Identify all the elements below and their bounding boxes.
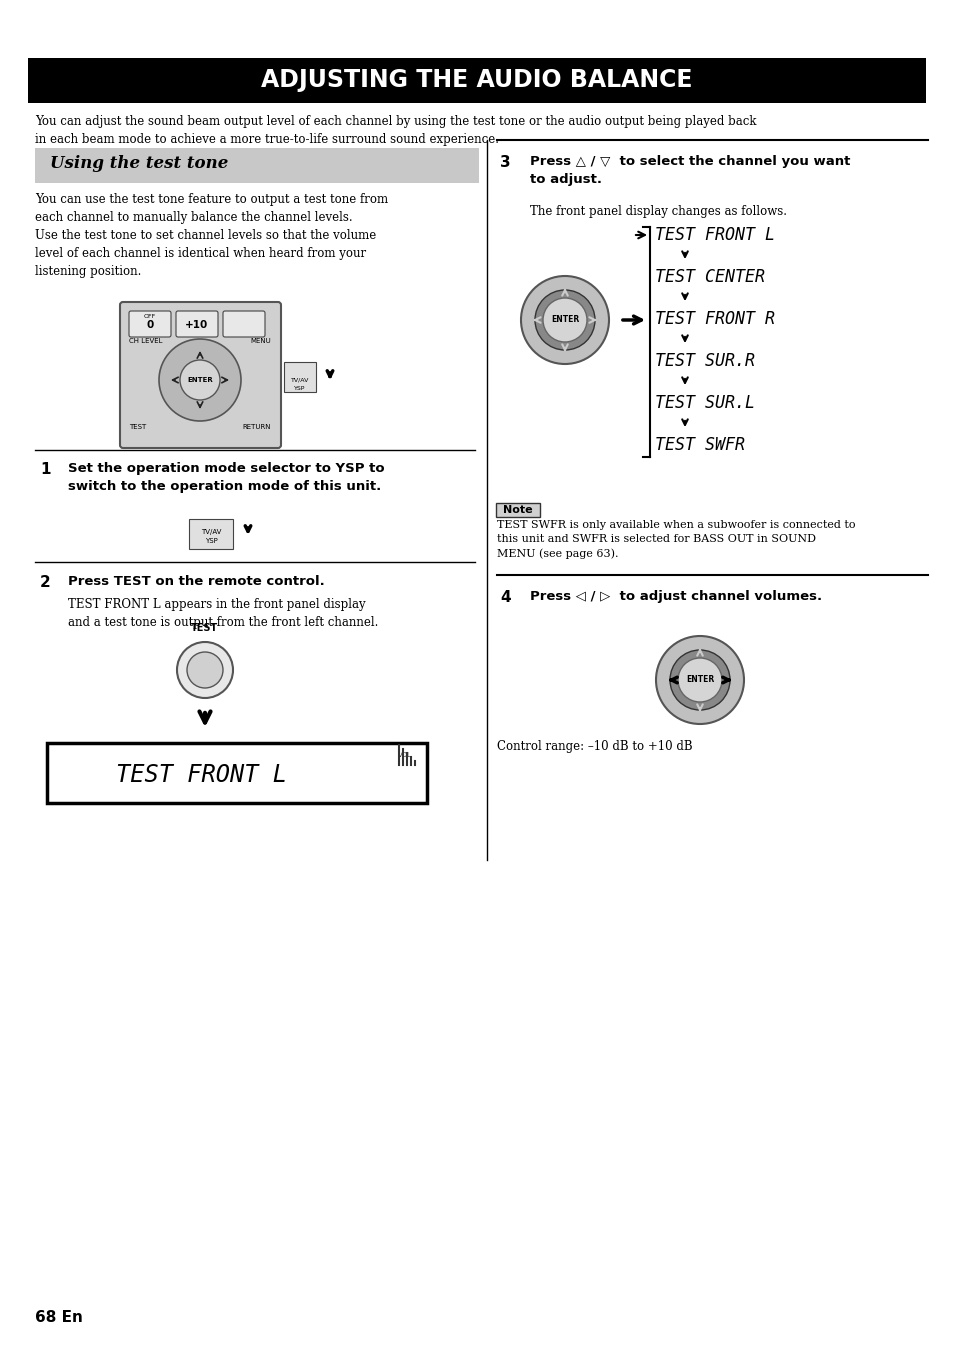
Bar <box>47 743 427 803</box>
Text: Press △ / ▽  to select the channel you want
to adjust.: Press △ / ▽ to select the channel you wa… <box>530 155 849 186</box>
Bar <box>35 148 478 183</box>
Text: TEST: TEST <box>129 425 146 430</box>
Ellipse shape <box>520 276 608 364</box>
Text: YSP: YSP <box>294 386 305 391</box>
Text: You can adjust the sound beam output level of each channel by using the test ton: You can adjust the sound beam output lev… <box>35 115 756 146</box>
Text: ENTER: ENTER <box>685 675 714 685</box>
Text: RETURN: RETURN <box>242 425 271 430</box>
Text: CH LEVEL: CH LEVEL <box>129 338 162 344</box>
Text: YSP: YSP <box>204 538 217 545</box>
Text: 0: 0 <box>146 319 153 330</box>
Circle shape <box>180 360 220 400</box>
Text: TEST SWFR: TEST SWFR <box>655 435 744 454</box>
Circle shape <box>187 652 223 687</box>
FancyBboxPatch shape <box>120 302 281 448</box>
Text: You can use the test tone feature to output a test tone from
each channel to man: You can use the test tone feature to out… <box>35 193 388 278</box>
Ellipse shape <box>669 650 729 710</box>
Bar <box>28 58 925 102</box>
FancyBboxPatch shape <box>175 311 218 337</box>
Text: TEST SUR.R: TEST SUR.R <box>655 352 754 369</box>
Text: TV/AV: TV/AV <box>200 528 221 535</box>
FancyBboxPatch shape <box>189 519 233 549</box>
Text: ENTER: ENTER <box>550 315 578 325</box>
Text: Using the test tone: Using the test tone <box>50 155 228 173</box>
Text: Set the operation mode selector to YSP to
switch to the operation mode of this u: Set the operation mode selector to YSP t… <box>68 462 384 493</box>
Circle shape <box>542 298 586 342</box>
Circle shape <box>678 658 721 702</box>
Text: TV/AV: TV/AV <box>291 377 309 383</box>
Text: +10: +10 <box>185 319 209 330</box>
Text: 4: 4 <box>499 590 510 605</box>
Text: OFF: OFF <box>144 314 156 318</box>
Text: TEST FRONT L: TEST FRONT L <box>116 763 287 787</box>
Text: TEST SWFR is only available when a subwoofer is connected to
this unit and SWFR : TEST SWFR is only available when a subwo… <box>497 520 855 559</box>
Text: TEST CENTER: TEST CENTER <box>655 268 764 286</box>
Text: TEST FRONT L: TEST FRONT L <box>655 226 774 244</box>
Ellipse shape <box>159 338 241 421</box>
Text: Press TEST on the remote control.: Press TEST on the remote control. <box>68 576 324 588</box>
Text: Press ◁ / ▷  to adjust channel volumes.: Press ◁ / ▷ to adjust channel volumes. <box>530 590 821 603</box>
Text: TEST: TEST <box>192 623 218 634</box>
FancyBboxPatch shape <box>129 311 171 337</box>
Text: TEST SUR.L: TEST SUR.L <box>655 394 754 412</box>
Text: Note: Note <box>502 506 533 515</box>
Text: 1: 1 <box>40 462 51 477</box>
Text: ADJUSTING THE AUDIO BALANCE: ADJUSTING THE AUDIO BALANCE <box>261 67 692 92</box>
Text: ENTER: ENTER <box>187 377 213 383</box>
Text: 3: 3 <box>499 155 510 170</box>
Text: MENU: MENU <box>250 338 271 344</box>
Text: 68 En: 68 En <box>35 1310 83 1325</box>
FancyBboxPatch shape <box>284 363 315 392</box>
Ellipse shape <box>656 636 743 724</box>
Circle shape <box>177 642 233 698</box>
Text: Control range: –10 dB to +10 dB: Control range: –10 dB to +10 dB <box>497 740 692 754</box>
Text: TEST FRONT R: TEST FRONT R <box>655 310 774 328</box>
Text: 2: 2 <box>40 576 51 590</box>
FancyBboxPatch shape <box>223 311 265 337</box>
FancyBboxPatch shape <box>496 503 539 518</box>
Text: VOL: VOL <box>397 752 412 758</box>
Text: The front panel display changes as follows.: The front panel display changes as follo… <box>530 205 786 218</box>
Ellipse shape <box>535 290 595 350</box>
Text: TEST FRONT L appears in the front panel display
and a test tone is output from t: TEST FRONT L appears in the front panel … <box>68 599 378 630</box>
